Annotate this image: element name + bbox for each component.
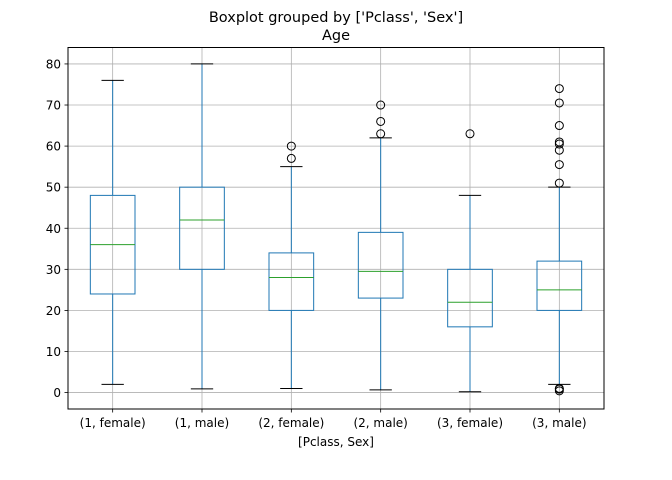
outlier-point (286, 153, 296, 163)
y-tick-label: 10 (46, 345, 61, 359)
y-tick-label: 40 (46, 222, 61, 236)
outlier-point (465, 129, 475, 139)
x-tick-label: (3, female) (437, 416, 503, 430)
box-iqr (536, 260, 583, 311)
x-tick-label: (2, male) (353, 416, 407, 430)
y-tick-label: 70 (46, 99, 61, 113)
grid-lines (68, 47, 604, 409)
x-axis: (1, female) (1, male) (2, female) (2, male)… (80, 409, 587, 430)
outlier-point (376, 116, 386, 126)
chart-suptitle: Boxplot grouped by ['Pclass', 'Sex'] (209, 10, 463, 26)
outlier-point (554, 98, 564, 108)
y-tick-label: 60 (46, 140, 61, 154)
outlier-point (554, 383, 564, 393)
y-tick-label: 50 (46, 181, 61, 195)
outlier-point (376, 129, 386, 139)
chart-title: Age (322, 28, 350, 44)
x-tick-label: (2, female) (258, 416, 324, 430)
box-series (89, 63, 583, 396)
outlier-point (286, 141, 296, 151)
box-iqr (179, 186, 225, 270)
x-tick-label: (1, male) (175, 416, 229, 430)
outlier-point (554, 84, 564, 94)
y-tick-label: 20 (46, 304, 61, 318)
y-axis: 0 10 20 30 40 50 60 70 80 (46, 57, 68, 400)
x-tick-label: (1, female) (80, 416, 146, 430)
y-tick-label: 80 (46, 57, 61, 71)
box-iqr (447, 268, 493, 328)
outlier-point (376, 100, 386, 110)
x-tick-label: (3, male) (532, 416, 586, 430)
x-axis-label: [Pclass, Sex] (298, 435, 374, 449)
outlier-point (554, 121, 564, 131)
y-tick-label: 30 (46, 263, 61, 277)
outlier-point (554, 160, 564, 170)
y-tick-label: 0 (53, 386, 61, 400)
box-iqr (357, 231, 404, 299)
outlier-point (554, 137, 564, 147)
outlier-point (554, 178, 564, 188)
box-iqr (268, 252, 315, 311)
